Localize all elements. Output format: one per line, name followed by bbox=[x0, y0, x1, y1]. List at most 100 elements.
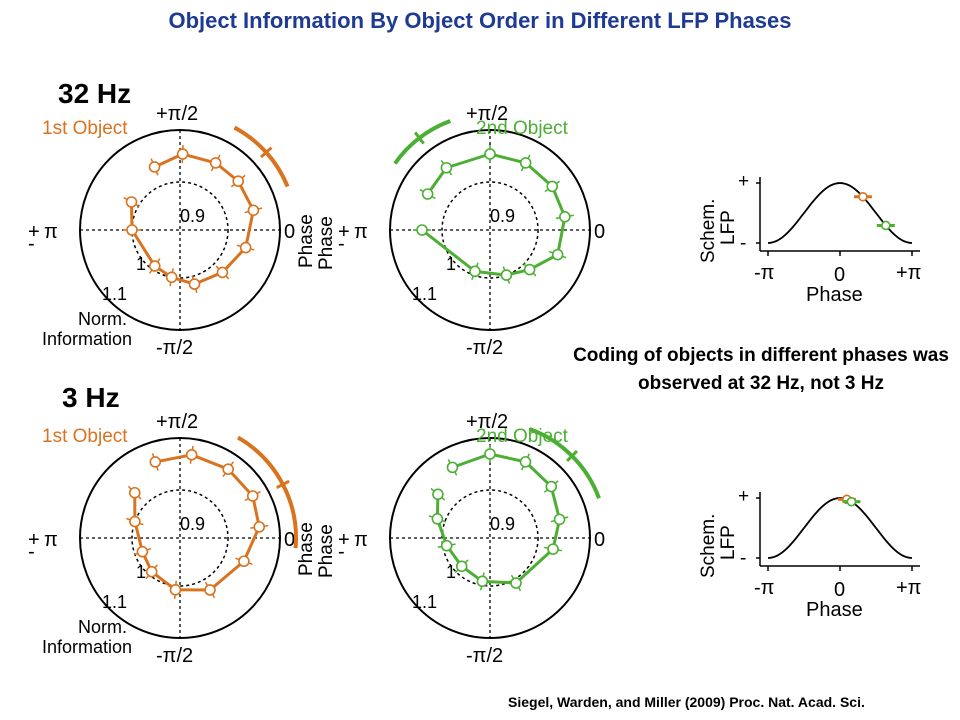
caption-text: Coding of objects in different phases wa… bbox=[573, 345, 949, 394]
polar-label-left-minus: - bbox=[28, 541, 35, 563]
data-point bbox=[232, 175, 245, 187]
polar-ring-label-mid: 1 bbox=[136, 562, 146, 582]
data-point bbox=[204, 584, 216, 596]
polar-phase-label: Phase bbox=[296, 214, 317, 268]
polar-ring-label-inner: 0.9 bbox=[180, 206, 205, 226]
polar-ring-label-outer: 1.1 bbox=[412, 284, 437, 304]
polar-dashed-circle bbox=[441, 181, 539, 279]
polar-label-bottom: -π/2 bbox=[156, 337, 193, 359]
lfp-curve bbox=[767, 182, 913, 244]
polar-dashed-circle bbox=[131, 489, 229, 587]
data-point bbox=[222, 463, 234, 475]
data-point bbox=[519, 157, 532, 169]
lfp-xlabel: Phase bbox=[806, 284, 863, 306]
polar-ring-label-outer: 1.1 bbox=[102, 592, 127, 612]
polar-label-left-plus: + bbox=[338, 529, 350, 551]
polar-panel-title: 2nd Object bbox=[476, 118, 569, 139]
polar-information-label: Information bbox=[42, 329, 132, 349]
lfp-xtick-left: -π bbox=[754, 262, 774, 284]
data-point bbox=[546, 180, 559, 193]
lfp-xtick-right: +π bbox=[896, 262, 921, 284]
lfp-xlabel: Phase bbox=[806, 599, 863, 621]
polar-label-left-plus: + bbox=[28, 221, 40, 243]
polar-label-top: +π/2 bbox=[156, 411, 198, 433]
data-point bbox=[547, 543, 559, 555]
polar-norm-label: Norm. bbox=[78, 617, 127, 637]
data-point bbox=[136, 545, 149, 558]
polar-label-bottom: -π/2 bbox=[466, 645, 503, 667]
preferred-phase-tick bbox=[259, 146, 273, 159]
polar-ring-label-mid: 1 bbox=[136, 254, 146, 274]
polar-plot-32hz-first: +π/2 -π/2 +-π 0 0.9 1 1.1 1st Object Phase Norm.I… bbox=[28, 103, 317, 359]
polar-label-right: 0 bbox=[594, 221, 605, 243]
polar-label-top: +π/2 bbox=[466, 411, 508, 433]
polar-panel-title: 1st Object bbox=[42, 426, 128, 447]
band-label-3hz: 3 Hz bbox=[62, 382, 120, 413]
polar-ring-label-mid: 1 bbox=[446, 562, 456, 582]
lfp-xtick-mid: 0 bbox=[834, 579, 845, 601]
data-point bbox=[559, 211, 571, 223]
polar-panel-title: 1st Object bbox=[42, 118, 128, 139]
polar-plot-32hz-second: +π/2 -π/2 +-π 0 0.9 1 1.1 2nd Object Phase bbox=[316, 103, 605, 359]
data-point bbox=[416, 224, 428, 236]
polar-dashed-circle bbox=[441, 489, 539, 587]
polar-phase-label: Phase bbox=[316, 216, 337, 270]
polar-ring-label-inner: 0.9 bbox=[490, 206, 515, 226]
data-point bbox=[484, 448, 496, 460]
data-point bbox=[523, 263, 536, 276]
polar-phase-label: Phase bbox=[296, 522, 317, 576]
data-point bbox=[129, 515, 141, 528]
lfp-minus-label: - bbox=[740, 233, 746, 254]
data-point bbox=[421, 188, 434, 200]
lfp-xtick-mid: 0 bbox=[834, 264, 845, 286]
polar-plot-3hz-second: +π/2 -π/2 +-π 0 0.9 1 1.1 2nd Object Phase bbox=[316, 411, 605, 667]
polar-label-bottom: -π/2 bbox=[156, 645, 193, 667]
data-point bbox=[440, 539, 453, 552]
data-point bbox=[149, 456, 162, 468]
band-label-32hz: 32 Hz bbox=[58, 78, 132, 109]
lfp-minus-label: - bbox=[740, 548, 746, 569]
polar-label-top: +π/2 bbox=[156, 103, 198, 125]
data-point bbox=[553, 513, 566, 526]
data-point bbox=[125, 196, 138, 208]
data-point bbox=[246, 490, 259, 502]
polar-ring-label-inner: 0.9 bbox=[180, 514, 205, 534]
lfp-ylabel-1: Schem. bbox=[698, 514, 719, 578]
polar-label-left-minus: - bbox=[28, 233, 35, 255]
data-point bbox=[469, 265, 481, 278]
data-point bbox=[484, 148, 496, 160]
polar-ring-label-outer: 1.1 bbox=[102, 284, 127, 304]
polar-label-left: π bbox=[44, 221, 58, 243]
data-point bbox=[247, 204, 260, 217]
data-point bbox=[209, 157, 222, 169]
polar-plot-3hz-first: +π/2 -π/2 +-π 0 0.9 1 1.1 1st Object Phase Norm.I… bbox=[28, 411, 317, 667]
data-point bbox=[253, 521, 266, 533]
data-point bbox=[476, 575, 489, 588]
lfp-curve bbox=[767, 497, 913, 559]
lfp-plus-label: + bbox=[738, 171, 749, 192]
data-point bbox=[551, 248, 564, 261]
polar-ring-label-inner: 0.9 bbox=[490, 514, 515, 534]
lfp-marker bbox=[846, 496, 857, 507]
data-point bbox=[145, 565, 158, 578]
data-point bbox=[188, 278, 201, 290]
data-point bbox=[440, 161, 453, 174]
data-point bbox=[455, 560, 468, 573]
polar-label-left: π bbox=[44, 529, 58, 551]
data-point bbox=[148, 260, 161, 272]
polar-phase-label: Phase bbox=[316, 524, 337, 578]
lfp-plot-3hz: + -Schem. LFP -π 0 +π Phase bbox=[698, 486, 921, 621]
data-point bbox=[169, 584, 182, 596]
preferred-phase-tick bbox=[275, 479, 290, 489]
polar-information-label: Information bbox=[42, 637, 132, 657]
lfp-xtick-left: -π bbox=[754, 577, 774, 599]
lfp-plot-32hz: + -Schem. LFP -π 0 +π Phase bbox=[698, 171, 921, 306]
data-point bbox=[128, 486, 141, 499]
data-point bbox=[500, 269, 513, 281]
polar-label-right: 0 bbox=[284, 529, 295, 551]
polar-label-left: π bbox=[354, 529, 368, 551]
polar-ring-label-mid: 1 bbox=[446, 254, 456, 274]
lfp-ylabel-2: LFP bbox=[718, 210, 739, 245]
lfp-plus-label: + bbox=[738, 486, 749, 507]
data-point bbox=[126, 224, 138, 236]
